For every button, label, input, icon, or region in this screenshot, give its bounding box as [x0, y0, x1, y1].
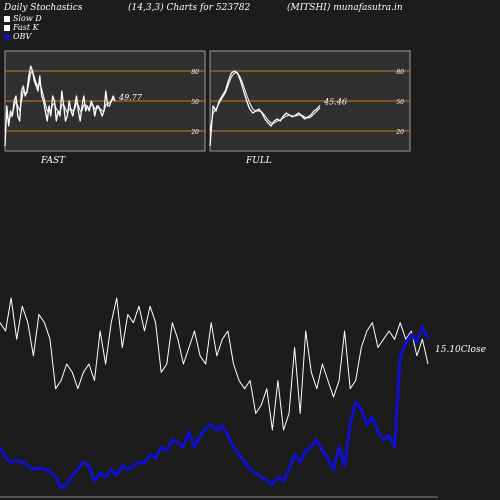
obv-line	[0, 325, 430, 490]
legend-label-fast-k: Fast K	[13, 23, 39, 32]
fast-series-1	[4, 70, 116, 132]
legend-swatch-slow-d	[4, 15, 10, 22]
fast-ytick-50: 50	[191, 99, 199, 106]
full-ytick-80: 80	[396, 69, 404, 76]
legend-item-fast-k: Fast K	[4, 23, 42, 32]
full-last-value-label: 45.46	[323, 98, 347, 107]
chart-params: (14,3,3) Charts for 523782	[128, 3, 251, 13]
legend-swatch-obv	[4, 33, 10, 40]
legend-item-slow-d: Slow D	[4, 14, 42, 23]
chart-title: Daily Stochastics	[4, 3, 83, 13]
fast-ytick-80: 80	[191, 69, 199, 76]
full-panel	[209, 50, 411, 152]
close-line	[0, 297, 429, 431]
fast-ytick-20: 20	[190, 129, 199, 136]
fast-series-0	[4, 65, 116, 147]
full-series-1	[209, 72, 321, 132]
legend-swatch-fast-k	[4, 24, 10, 31]
full-panel-title: FULL	[245, 156, 272, 166]
legend-label-slow-d: Slow D	[13, 14, 42, 23]
fast-last-value-label: 49.77	[118, 93, 143, 102]
close-value-label: 15.10Close	[435, 345, 486, 355]
full-ytick-20: 20	[395, 129, 404, 136]
fast-panel-title: FAST	[40, 156, 66, 166]
full-ytick-50: 50	[396, 99, 404, 106]
full-series-0	[209, 70, 321, 147]
legend-label-obv: OBV	[13, 32, 32, 41]
legend: Slow D Fast K OBV	[4, 14, 42, 41]
legend-item-obv: OBV	[4, 32, 42, 41]
chart-symbol: (MITSHI) munafasutra.in	[287, 3, 403, 13]
